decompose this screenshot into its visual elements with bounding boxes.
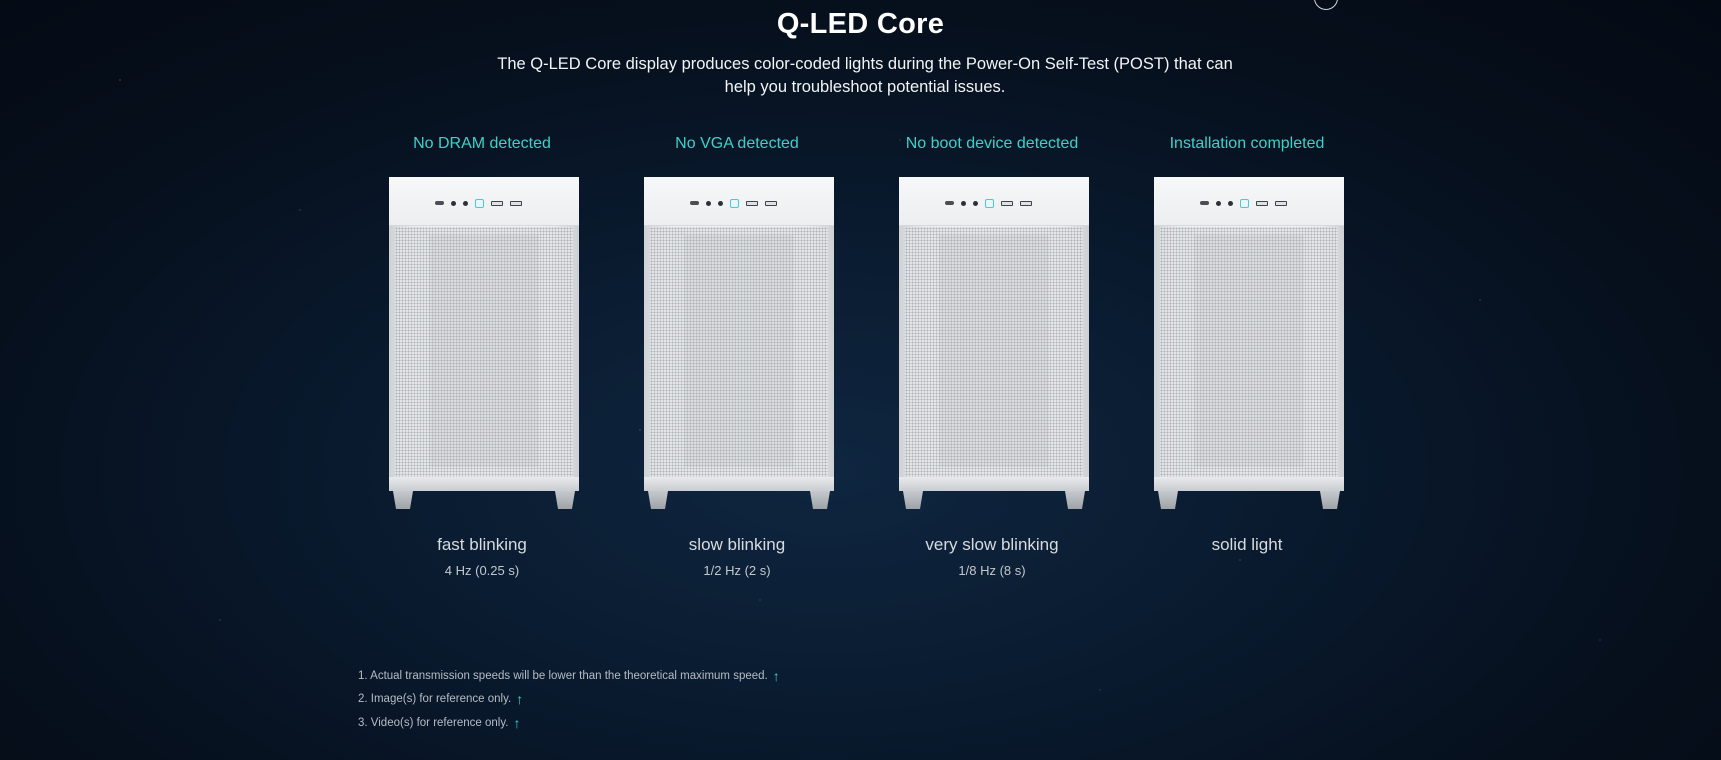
q-led-indicator-icon bbox=[475, 198, 484, 208]
front-io-ports bbox=[1200, 198, 1287, 208]
q-led-indicator-icon bbox=[1240, 198, 1249, 208]
blink-rate-label: 1/2 Hz (2 s) bbox=[703, 563, 771, 578]
q-led-indicator-icon bbox=[730, 198, 739, 208]
blink-mode-label: very slow blinking bbox=[925, 535, 1059, 554]
led-state-card: Installation completed solid light bbox=[1137, 135, 1357, 554]
led-state-card: No boot device detected very slow blinki… bbox=[882, 135, 1102, 578]
footnote-item: 1. Actual transmission speeds will be lo… bbox=[358, 664, 780, 688]
front-io-ports bbox=[945, 198, 1032, 208]
footnote-text: 3. Video(s) for reference only. bbox=[358, 716, 509, 729]
led-state-card: No DRAM detected fast blinking 4 Hz (0.2… bbox=[372, 135, 592, 578]
page-subtitle: The Q-LED Core display produces color-co… bbox=[497, 55, 1233, 96]
front-io-ports bbox=[690, 198, 777, 208]
pc-case-image bbox=[899, 177, 1089, 509]
blink-mode-label: slow blinking bbox=[688, 535, 786, 554]
state-heading: Installation completed bbox=[1169, 135, 1325, 152]
blink-rate-label: 4 Hz (0.25 s) bbox=[444, 563, 520, 578]
arrow-up-icon[interactable]: ↑ bbox=[772, 667, 780, 684]
footnote-item: 2. Image(s) for reference only. ↑ bbox=[358, 688, 780, 712]
state-heading: No boot device detected bbox=[905, 135, 1079, 152]
footnote-text: 1. Actual transmission speeds will be lo… bbox=[358, 669, 768, 682]
footnote-text: 2. Image(s) for reference only. bbox=[358, 693, 512, 706]
pc-case-image bbox=[1154, 177, 1344, 509]
pc-case-image bbox=[389, 177, 579, 509]
blink-mode-label: solid light bbox=[1211, 535, 1283, 554]
pc-case-image bbox=[644, 177, 834, 509]
state-heading: No VGA detected bbox=[675, 135, 799, 152]
q-led-indicator-icon bbox=[985, 198, 994, 208]
arrow-up-icon[interactable]: ↑ bbox=[516, 691, 524, 708]
led-state-card: No VGA detected slow blinking 1/2 Hz (2 … bbox=[627, 135, 847, 578]
state-heading: No DRAM detected bbox=[413, 135, 551, 152]
blink-mode-label: fast blinking bbox=[437, 535, 527, 554]
blink-rate-label: 1/8 Hz (8 s) bbox=[958, 563, 1026, 578]
arrow-up-icon[interactable]: ↑ bbox=[513, 714, 521, 731]
front-io-ports bbox=[435, 198, 522, 208]
page-title: Q-LED Core bbox=[776, 8, 945, 40]
footnotes: 1. Actual transmission speeds will be lo… bbox=[358, 664, 780, 735]
footnote-item: 3. Video(s) for reference only. ↑ bbox=[358, 711, 780, 735]
